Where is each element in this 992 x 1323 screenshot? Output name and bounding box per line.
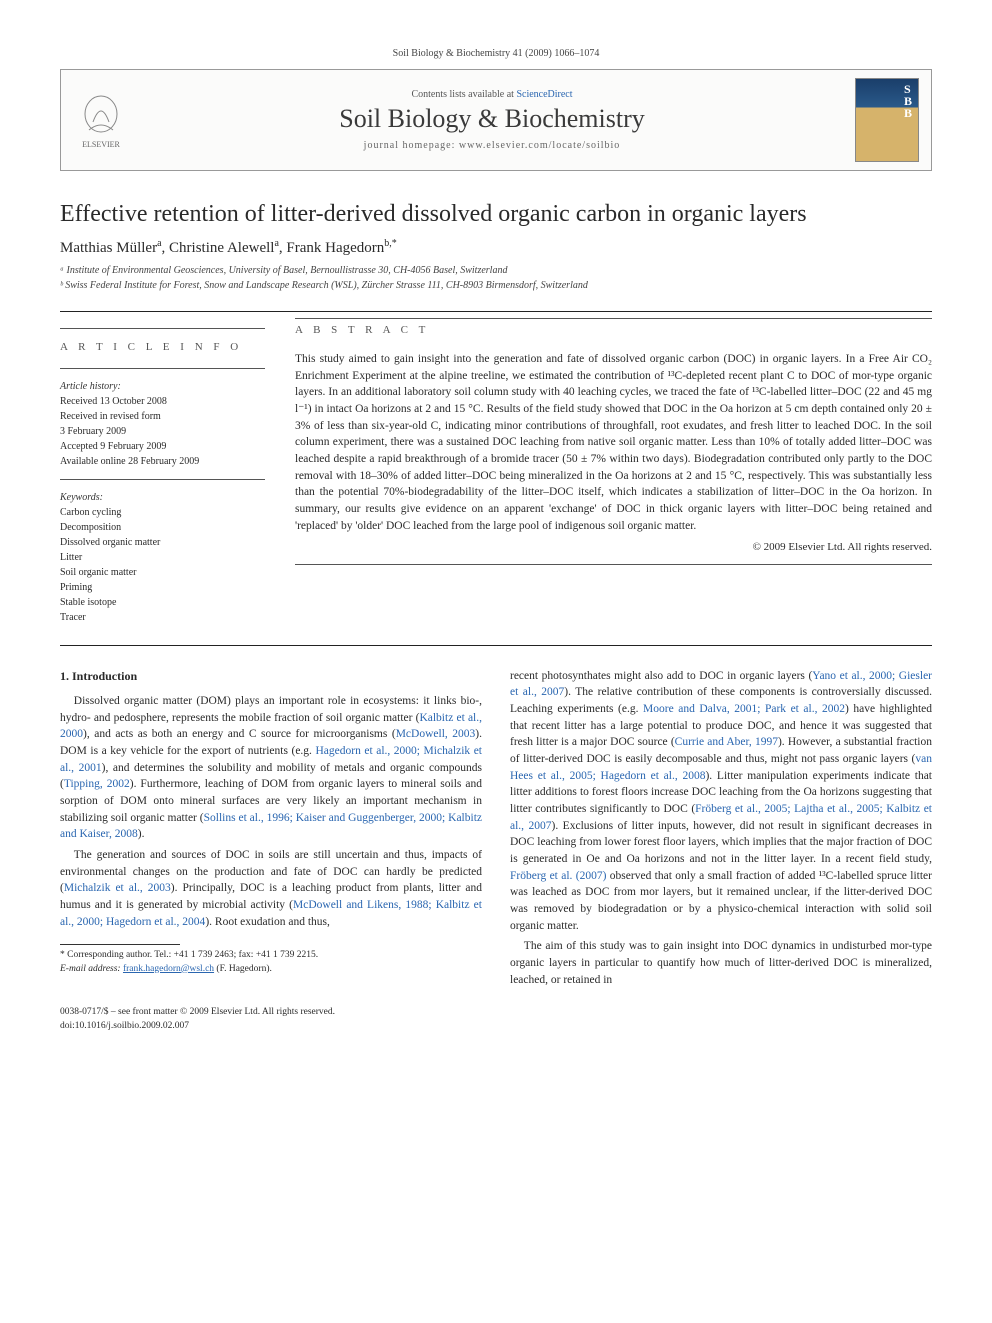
citation-ref[interactable]: Fröberg et al. (2007): [510, 870, 606, 882]
author: Christine Alewella: [169, 240, 279, 256]
journal-cover-thumb: [855, 78, 919, 162]
doi-line: doi:10.1016/j.soilbio.2009.02.007: [60, 1020, 932, 1033]
history-item: Available online 28 February 2009: [60, 454, 265, 469]
corresponding-author-footnote: * Corresponding author. Tel.: +41 1 739 …: [60, 949, 482, 976]
publisher-label: ELSEVIER: [82, 140, 120, 149]
left-column: 1. Introduction Dissolved organic matter…: [60, 668, 482, 993]
abstract-heading: A B S T R A C T: [295, 323, 932, 339]
elsevier-logo: ELSEVIER: [73, 88, 129, 152]
keyword: Decomposition: [60, 520, 265, 535]
author: Frank Hagedornb,*: [286, 240, 396, 256]
body-paragraph: The generation and sources of DOC in soi…: [60, 847, 482, 930]
section-heading: 1. Introduction: [60, 668, 482, 685]
citation-line: Soil Biology & Biochemistry 41 (2009) 10…: [60, 48, 932, 59]
journal-homepage: journal homepage: www.elsevier.com/locat…: [143, 140, 841, 151]
keyword: Priming: [60, 580, 265, 595]
history-item: Accepted 9 February 2009: [60, 439, 265, 454]
citation-ref[interactable]: Michalzik et al., 2003: [64, 882, 171, 894]
right-column: recent photosynthates might also add to …: [510, 668, 932, 993]
journal-name: Soil Biology & Biochemistry: [143, 104, 841, 134]
body-paragraph: recent photosynthates might also add to …: [510, 668, 932, 935]
rule: [60, 311, 932, 312]
history-heading: Article history:: [60, 379, 265, 394]
affiliation: ᵃ Institute of Environmental Geosciences…: [60, 263, 932, 278]
keyword: Dissolved organic matter: [60, 535, 265, 550]
keyword: Litter: [60, 550, 265, 565]
author: Matthias Müllera: [60, 240, 162, 256]
citation-ref[interactable]: Moore and Dalva, 2001; Park et al., 2002: [643, 703, 845, 715]
article-title: Effective retention of litter-derived di…: [60, 201, 932, 228]
keywords-heading: Keywords:: [60, 490, 265, 505]
article-info-heading: A R T I C L E I N F O: [60, 339, 265, 356]
citation-ref[interactable]: Tipping, 2002: [64, 778, 130, 790]
keyword: Soil organic matter: [60, 565, 265, 580]
citation-ref[interactable]: McDowell, 2003: [396, 728, 476, 740]
rule: [60, 645, 932, 646]
contents-available: Contents lists available at ScienceDirec…: [143, 89, 841, 100]
sciencedirect-link[interactable]: ScienceDirect: [516, 89, 572, 100]
abstract-text: This study aimed to gain insight into th…: [295, 351, 932, 534]
footer: 0038-0717/$ – see front matter © 2009 El…: [60, 1006, 932, 1033]
keyword: Carbon cycling: [60, 505, 265, 520]
history-item: Received 13 October 2008: [60, 394, 265, 409]
citation-ref[interactable]: Currie and Aber, 1997: [675, 736, 778, 748]
body-two-column: 1. Introduction Dissolved organic matter…: [60, 668, 932, 993]
front-matter-line: 0038-0717/$ – see front matter © 2009 El…: [60, 1006, 932, 1019]
history-item: 3 February 2009: [60, 424, 265, 439]
journal-header: ELSEVIER Contents lists available at Sci…: [60, 69, 932, 171]
article-info-column: A R T I C L E I N F O Article history: R…: [60, 318, 265, 625]
history-item: Received in revised form: [60, 409, 265, 424]
body-paragraph: Dissolved organic matter (DOM) plays an …: [60, 693, 482, 843]
affiliations: ᵃ Institute of Environmental Geosciences…: [60, 263, 932, 293]
keyword: Stable isotope: [60, 595, 265, 610]
affiliation: ᵇ Swiss Federal Institute for Forest, Sn…: [60, 278, 932, 293]
email-link[interactable]: frank.hagedorn@wsl.ch: [123, 964, 214, 974]
footnote-rule: [60, 944, 180, 945]
keyword: Tracer: [60, 610, 265, 625]
abstract-column: A B S T R A C T This study aimed to gain…: [295, 318, 932, 625]
body-paragraph: The aim of this study was to gain insigh…: [510, 938, 932, 988]
copyright: © 2009 Elsevier Ltd. All rights reserved…: [295, 540, 932, 556]
author-list: Matthias Müllera, Christine Alewella, Fr…: [60, 238, 932, 257]
